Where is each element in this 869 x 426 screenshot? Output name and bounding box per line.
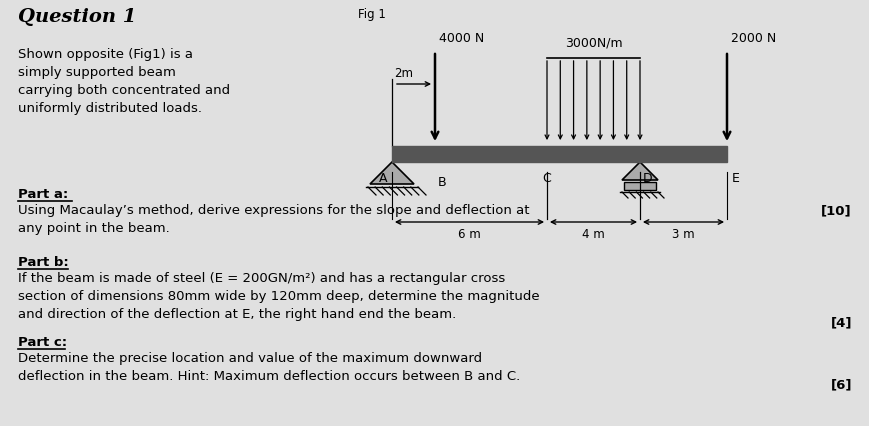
Text: 3000N/m: 3000N/m: [564, 37, 621, 50]
Bar: [392, 146, 726, 162]
Text: Part a:: Part a:: [18, 188, 68, 201]
Text: Part c:: Part c:: [18, 336, 67, 349]
Text: 3 m: 3 m: [672, 228, 694, 241]
Text: E: E: [731, 172, 739, 185]
Text: If the beam is made of steel (E = 200GN/m²) and has a rectangular cross
section : If the beam is made of steel (E = 200GN/…: [18, 272, 539, 321]
Text: 4 m: 4 m: [581, 228, 604, 241]
Text: Part b:: Part b:: [18, 256, 69, 269]
Text: [10]: [10]: [820, 204, 851, 217]
Text: 2000 N: 2000 N: [730, 32, 775, 45]
Text: D: D: [642, 172, 652, 185]
Text: Fig 1: Fig 1: [357, 8, 386, 21]
Text: 6 m: 6 m: [458, 228, 481, 241]
Text: C: C: [542, 172, 551, 185]
Polygon shape: [369, 162, 414, 184]
Text: 2m: 2m: [394, 67, 413, 80]
Text: [4]: [4]: [830, 316, 851, 329]
Text: Using Macaulay’s method, derive expressions for the slope and deflection at
any : Using Macaulay’s method, derive expressi…: [18, 204, 529, 235]
Text: 4000 N: 4000 N: [439, 32, 484, 45]
Text: Determine the precise location and value of the maximum downward
deflection in t: Determine the precise location and value…: [18, 352, 520, 383]
Text: Question 1: Question 1: [18, 8, 136, 26]
Text: [6]: [6]: [830, 378, 851, 391]
Text: B: B: [437, 176, 446, 189]
Bar: [623, 182, 655, 190]
Polygon shape: [621, 162, 657, 180]
Text: Shown opposite (Fig1) is a
simply supported beam
carrying both concentrated and
: Shown opposite (Fig1) is a simply suppor…: [18, 48, 230, 115]
Text: A: A: [378, 172, 387, 185]
